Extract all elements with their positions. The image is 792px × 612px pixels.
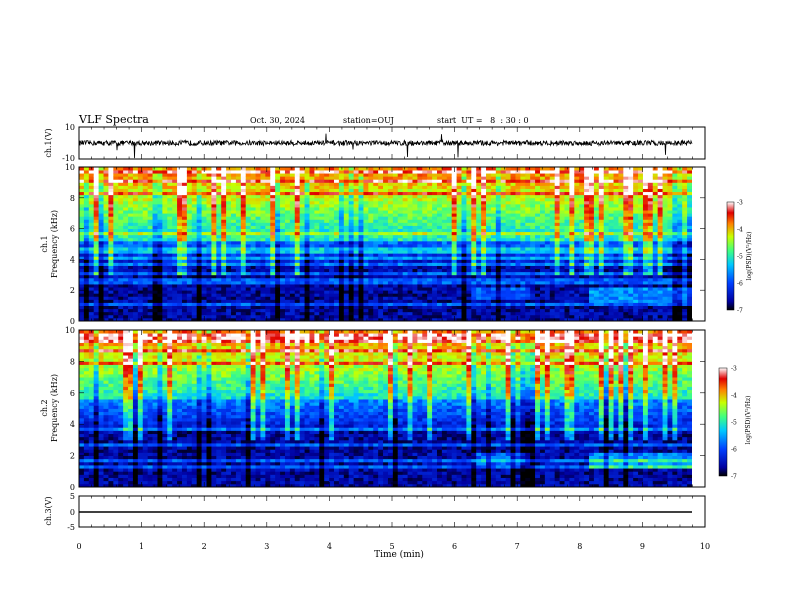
x-tick-label: 10: [700, 542, 710, 551]
y-tick-label: 8: [70, 194, 75, 203]
spectrogram-ch1-image: [79, 167, 705, 322]
y-tick-label: 0: [70, 317, 75, 326]
x-tick-label: 7: [515, 542, 520, 551]
wf3-ytick-bottom: -5: [67, 523, 75, 532]
y-tick-label: 0: [70, 483, 75, 492]
y-tick-label: 10: [65, 163, 75, 172]
colorbar-tick-label: -7: [731, 474, 737, 481]
x-tick-label: 1: [139, 542, 144, 551]
x-tick-label: 3: [264, 542, 269, 551]
y-tick-label: 2: [70, 452, 75, 461]
y-tick-label: 6: [70, 389, 75, 398]
wf1-ytick-bottom: -10: [62, 154, 75, 163]
wf3-ytick-mid: 0: [70, 508, 75, 517]
date-label: Oct. 30, 2024: [250, 116, 305, 125]
colorbar-tick-label: -3: [737, 200, 743, 207]
y-tick-label: 4: [70, 420, 75, 429]
sp1-colorbar-label: log(PSD)(V²/Hz): [746, 232, 753, 281]
y-tick-label: 2: [70, 286, 75, 295]
x-tick-label: 5: [389, 542, 394, 551]
wf3-ytick-top: 5: [70, 492, 75, 501]
wf1-ytick-top: 10: [65, 123, 75, 132]
y-tick-label: 10: [65, 326, 75, 335]
y-tick-label: 4: [70, 255, 75, 264]
wf3-ylabel: ch.3(V): [44, 496, 53, 525]
colorbar-tick-label: -6: [737, 281, 743, 288]
y-tick-label: 8: [70, 357, 75, 366]
colorbar-tick-label: -4: [737, 227, 743, 234]
x-tick-label: 6: [452, 542, 457, 551]
waveform-ch3-panel: 5 0 -5 ch.3(V): [44, 492, 706, 532]
sp2-ylabel: Frequency (kHz): [50, 374, 59, 442]
x-tick-label: 4: [327, 542, 332, 551]
x-tick-label: 9: [640, 542, 645, 551]
sp2-channel-label: ch.2: [40, 399, 49, 416]
y-tick-label: 6: [70, 225, 75, 234]
sp2-colorbar-label: log(PSD)(V²/Hz): [745, 396, 752, 445]
colorbar-tick-label: -5: [731, 420, 737, 427]
sp1-ylabel: Frequency (kHz): [50, 210, 59, 278]
colorbar-tick-label: -6: [731, 447, 737, 454]
waveform-ch1-panel: 10 -10 ch.1(V): [44, 123, 706, 163]
x-tick-label: 2: [202, 542, 207, 551]
sp2-colorbar: [718, 367, 728, 477]
wf1-ylabel: ch.1(V): [44, 128, 53, 157]
figure-title: VLF Spectra: [78, 113, 149, 126]
x-tick-label: 0: [76, 542, 81, 551]
x-axis: 0 1 2 3 4 5 6 7 8 9 10: [76, 127, 710, 551]
waveform-ch1-trace: [78, 133, 693, 159]
x-axis-label: Time (min): [374, 549, 424, 560]
sp1-channel-label: ch.1: [40, 235, 49, 252]
x-tick-label: 8: [577, 542, 582, 551]
spectrogram-ch2-image: [79, 330, 705, 488]
station-label: station=OUJ: [343, 116, 394, 125]
start-time-label: start UT = 8 : 30 : 0: [437, 116, 529, 125]
colorbar-tick-label: -7: [737, 308, 743, 315]
colorbar-tick-label: -4: [731, 393, 737, 400]
colorbar-tick-label: -5: [737, 254, 743, 261]
colorbar-tick-label: -3: [731, 366, 737, 373]
sp1-colorbar: [726, 201, 735, 311]
